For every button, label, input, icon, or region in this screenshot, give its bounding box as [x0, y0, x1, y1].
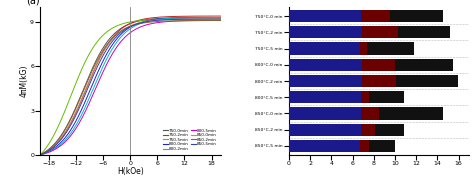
Y-axis label: 4πM(kG): 4πM(kG) [19, 65, 28, 97]
X-axis label: H(kOe): H(kOe) [117, 167, 144, 176]
Bar [289, 140, 395, 152]
Bar [289, 10, 390, 22]
Bar [289, 75, 362, 87]
Bar [289, 140, 360, 152]
Bar [289, 10, 361, 22]
Bar [289, 107, 361, 120]
Bar [289, 26, 450, 38]
Bar [289, 59, 362, 71]
Bar [289, 140, 369, 152]
Bar [289, 107, 443, 120]
Bar [289, 91, 403, 103]
Bar [289, 26, 362, 38]
Bar [289, 107, 379, 120]
Bar [289, 124, 375, 136]
Bar [289, 91, 369, 103]
Bar [289, 124, 361, 136]
Legend: 750-0min, 750-2min, 750-5min, 800-0min, 800-2min, 800-5min, 850-0min, 850-2min, : 750-0min, 750-2min, 750-5min, 800-0min, … [161, 127, 219, 153]
Bar [289, 10, 443, 22]
Bar [289, 42, 360, 55]
Bar [289, 26, 398, 38]
Bar [289, 75, 457, 87]
Bar [289, 91, 361, 103]
Bar [289, 42, 414, 55]
Bar [289, 59, 453, 71]
Text: (a): (a) [26, 0, 39, 6]
Bar [289, 42, 367, 55]
Bar [289, 124, 403, 136]
Bar [289, 59, 395, 71]
Bar [289, 75, 396, 87]
